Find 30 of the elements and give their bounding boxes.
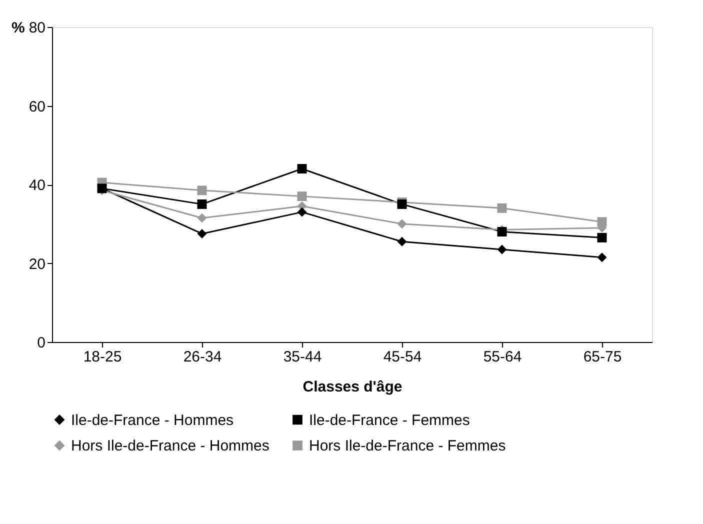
y-tick-label: 20 — [28, 256, 46, 273]
x-axis-title: Classes d'âge — [302, 378, 402, 396]
x-tick-label: 55-64 — [483, 348, 522, 366]
point — [297, 192, 307, 202]
point — [497, 203, 507, 213]
y-axis-title: % — [11, 20, 25, 36]
x-tick-label: 18-25 — [83, 348, 122, 366]
point — [197, 199, 207, 209]
y-tick-label: 0 — [37, 334, 46, 352]
point — [197, 228, 207, 238]
point — [397, 236, 407, 246]
point — [397, 219, 407, 229]
x-tick-label: 65-75 — [583, 348, 622, 366]
legend-label: Ile-de-France - Femmes — [309, 412, 470, 429]
point — [197, 186, 207, 196]
point — [197, 213, 207, 223]
legend-label: Ile-de-France - Hommes — [71, 412, 234, 429]
point — [597, 232, 607, 242]
y-tick-label: 60 — [28, 98, 46, 116]
point — [597, 252, 607, 262]
x-tick-label: 26-34 — [183, 348, 222, 366]
x-tick-label: 35-44 — [283, 348, 322, 366]
legend-label: Hors Ile-de-France - Femmes — [309, 438, 506, 454]
y-tick-label: 40 — [28, 177, 46, 194]
point — [497, 244, 507, 254]
point — [297, 207, 307, 217]
y-tick-label: 80 — [28, 20, 46, 36]
legend-label: Hors Ile-de-France - Hommes — [71, 438, 270, 454]
point — [297, 164, 307, 174]
x-tick-label: 45-54 — [383, 348, 422, 366]
